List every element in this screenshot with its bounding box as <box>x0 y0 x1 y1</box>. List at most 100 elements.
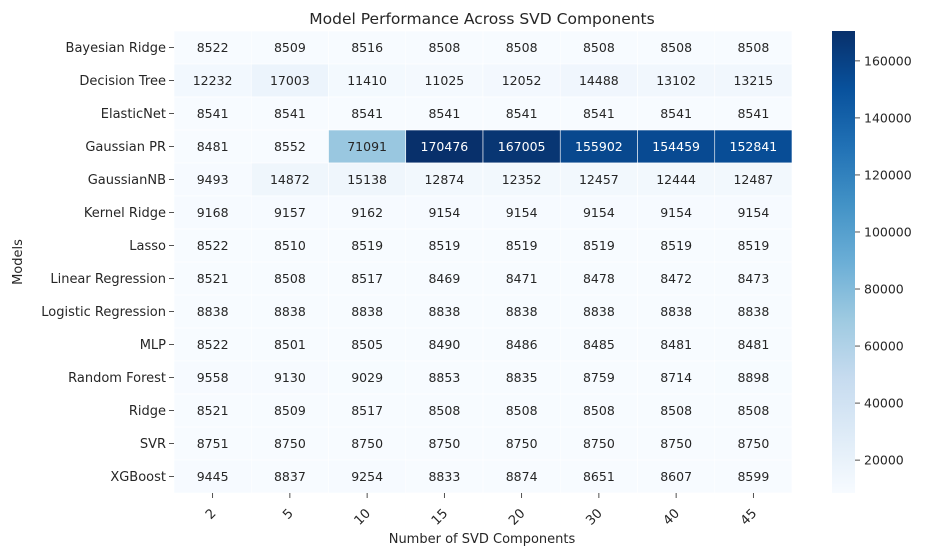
heatmap-cell <box>328 459 407 494</box>
heatmap-cell <box>250 327 329 362</box>
heatmap-cell <box>637 360 716 395</box>
heatmap-cell <box>559 393 638 428</box>
heatmap-cell <box>714 30 793 65</box>
cell-value-label: 8485 <box>583 337 615 352</box>
cell-value-label: 8838 <box>197 304 229 319</box>
cell-value-label: 8651 <box>583 469 615 484</box>
colorbar: 20000 40000 60000 80000 100000 120000 140000 16… <box>832 31 912 493</box>
cell-value-label: 12352 <box>502 172 542 187</box>
cell-value-label: 9154 <box>506 205 538 220</box>
heatmap-cell <box>482 30 561 65</box>
heatmap-cell <box>637 195 716 230</box>
colorbar-tick-label: 80000 <box>864 282 904 297</box>
cell-value-label: 8522 <box>197 40 229 55</box>
heatmap-cell <box>328 327 407 362</box>
x-tick-label: 15 <box>429 506 451 528</box>
y-axis-label: Models <box>11 239 26 285</box>
cell-value-label: 8508 <box>583 40 615 55</box>
cell-value-label: 8833 <box>428 469 460 484</box>
x-tick-label: 5 <box>280 506 296 522</box>
cell-value-label: 8516 <box>351 40 383 55</box>
cell-value-label: 8838 <box>428 304 460 319</box>
cell-value-label: 8522 <box>197 238 229 253</box>
cell-value-label: 8508 <box>274 271 306 286</box>
heatmap-cell <box>173 459 252 494</box>
cell-value-label: 9445 <box>197 469 229 484</box>
cell-value-label: 8714 <box>660 370 692 385</box>
heatmap-cell <box>559 327 638 362</box>
cell-value-label: 8853 <box>428 370 460 385</box>
heatmap-cell <box>405 294 484 329</box>
x-tick-label: 20 <box>506 506 528 528</box>
cell-value-label: 8517 <box>351 403 383 418</box>
cell-value-label: 8519 <box>583 238 615 253</box>
cell-value-label: 8481 <box>197 139 229 154</box>
cell-value-label: 8469 <box>428 271 460 286</box>
cell-value-label: 8478 <box>583 271 615 286</box>
heatmap-cell <box>637 459 716 494</box>
heatmap-cell <box>405 426 484 461</box>
y-tick-label: Random Forest <box>68 371 166 386</box>
cell-value-label: 9168 <box>197 205 229 220</box>
y-tick-label: Ridge <box>129 404 166 419</box>
heatmap-cell <box>482 294 561 329</box>
y-tick-label: Logistic Regression <box>41 305 166 320</box>
heatmap-cell <box>405 162 484 197</box>
heatmap-cell <box>250 96 329 131</box>
cell-value-label: 8486 <box>506 337 538 352</box>
cell-value-label: 8505 <box>351 337 383 352</box>
cell-value-label: 167005 <box>498 139 546 154</box>
heatmap-cell <box>637 96 716 131</box>
cell-value-label: 11410 <box>347 73 387 88</box>
heatmap-cell <box>250 63 329 98</box>
cell-value-label: 8750 <box>583 436 615 451</box>
cell-value-label: 8838 <box>660 304 692 319</box>
cell-value-label: 9154 <box>660 205 692 220</box>
cell-value-label: 13215 <box>733 73 773 88</box>
cell-value-label: 8750 <box>351 436 383 451</box>
cell-value-label: 8607 <box>660 469 692 484</box>
cell-value-label: 8541 <box>274 106 306 121</box>
colorbar-tick-label: 140000 <box>864 110 912 125</box>
heatmap-cell <box>173 327 252 362</box>
heatmap-cell <box>250 195 329 230</box>
heatmap-cell <box>328 195 407 230</box>
heatmap-cell <box>173 393 252 428</box>
x-axis: 2 5 10 15 20 30 40 45 <box>203 493 760 529</box>
x-tick-label: 30 <box>583 506 605 528</box>
x-tick-label: 2 <box>203 506 219 522</box>
y-tick-label: Gaussian PR <box>85 140 166 155</box>
cell-value-label: 9254 <box>351 469 383 484</box>
heatmap-cell <box>559 96 638 131</box>
heatmap-cell <box>173 228 252 263</box>
colorbar-gradient <box>832 31 855 493</box>
heatmap-cell <box>559 162 638 197</box>
heatmap-cell <box>714 327 793 362</box>
heatmap-cell <box>714 360 793 395</box>
heatmap-cell <box>405 96 484 131</box>
heatmap-cell <box>328 30 407 65</box>
y-tick-label: Decision Tree <box>79 74 166 89</box>
heatmap-cell <box>482 228 561 263</box>
heatmap-cells <box>173 30 793 494</box>
x-tick-label: 40 <box>661 506 683 528</box>
cell-value-label: 8521 <box>197 271 229 286</box>
cell-value-label: 8750 <box>274 436 306 451</box>
y-axis: Bayesian Ridge Decision Tree ElasticNet Gau… <box>41 41 174 485</box>
heatmap-cell <box>250 426 329 461</box>
heatmap-cell <box>328 228 407 263</box>
heatmap-cell <box>328 162 407 197</box>
heatmap-cell <box>559 294 638 329</box>
heatmap-cell <box>714 63 793 98</box>
cell-value-label: 155902 <box>575 139 623 154</box>
heatmap-cell <box>637 426 716 461</box>
heatmap-cell <box>405 459 484 494</box>
cell-value-label: 8541 <box>506 106 538 121</box>
x-tick-label: 10 <box>352 506 374 528</box>
cell-value-label: 9558 <box>197 370 229 385</box>
cell-value-label: 14872 <box>270 172 310 187</box>
cell-value-label: 8541 <box>660 106 692 121</box>
cell-value-label: 8490 <box>428 337 460 352</box>
cell-value-label: 8750 <box>428 436 460 451</box>
